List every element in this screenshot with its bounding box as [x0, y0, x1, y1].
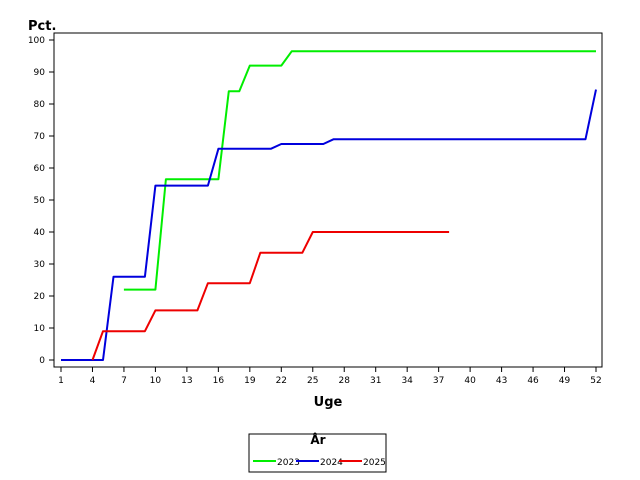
x-tick-label: 31 — [370, 376, 381, 386]
x-axis-label: Uge — [314, 395, 343, 410]
series-line-2024 — [61, 89, 597, 361]
x-tick-label: 4 — [90, 376, 96, 386]
y-tick-label: 60 — [34, 164, 46, 174]
x-tick-label: 49 — [559, 376, 571, 386]
x-tick-label: 16 — [213, 376, 225, 386]
x-tick-label: 34 — [401, 376, 413, 386]
series-line-2023 — [123, 50, 596, 291]
y-tick-label: 90 — [34, 68, 46, 78]
y-tick-label: 80 — [34, 100, 46, 110]
x-tick-label: 19 — [244, 376, 256, 386]
legend-title: År — [310, 432, 325, 447]
y-tick-label: 50 — [34, 196, 46, 206]
y-tick-label: 70 — [34, 132, 46, 142]
x-tick-label: 40 — [464, 376, 476, 386]
x-tick-label: 28 — [339, 376, 351, 386]
x-axis-ticks: 1 4 7 10 13 16 19 22 25 28 31 34 37 40 43 46 49 52 — [58, 367, 602, 386]
x-tick-label: 43 — [496, 376, 507, 386]
y-tick-label: 0 — [39, 356, 45, 366]
x-tick-label: 22 — [276, 376, 287, 386]
x-tick-label: 46 — [527, 376, 539, 386]
y-tick-label: 30 — [34, 260, 46, 270]
x-tick-label: 52 — [590, 376, 601, 386]
y-axis-ticks: 0 10 20 30 40 50 60 70 80 90 100 — [28, 36, 54, 366]
legend-box — [248, 433, 387, 473]
x-tick-label: 37 — [433, 376, 444, 386]
legend-items: 2023 2024 2025 — [253, 458, 386, 468]
y-tick-label: 40 — [34, 228, 46, 238]
x-tick-label: 7 — [121, 376, 127, 386]
x-tick-label: 1 — [58, 376, 64, 386]
plot-frame — [53, 32, 603, 368]
x-tick-label: 10 — [150, 376, 162, 386]
series-line-2025 — [91, 231, 450, 361]
y-tick-label: 10 — [34, 324, 46, 334]
legend-label-2024: 2024 — [320, 458, 343, 468]
legend-label-2023: 2023 — [277, 458, 300, 468]
x-tick-label: 13 — [181, 376, 192, 386]
y-tick-label: 20 — [34, 292, 46, 302]
series-lines — [61, 50, 597, 361]
legend: År 2023 2024 2025 — [248, 432, 387, 473]
y-axis-label: Pct. — [28, 19, 56, 34]
legend-label-2025: 2025 — [363, 458, 386, 468]
y-tick-label: 100 — [28, 36, 45, 46]
x-tick-label: 25 — [307, 376, 318, 386]
